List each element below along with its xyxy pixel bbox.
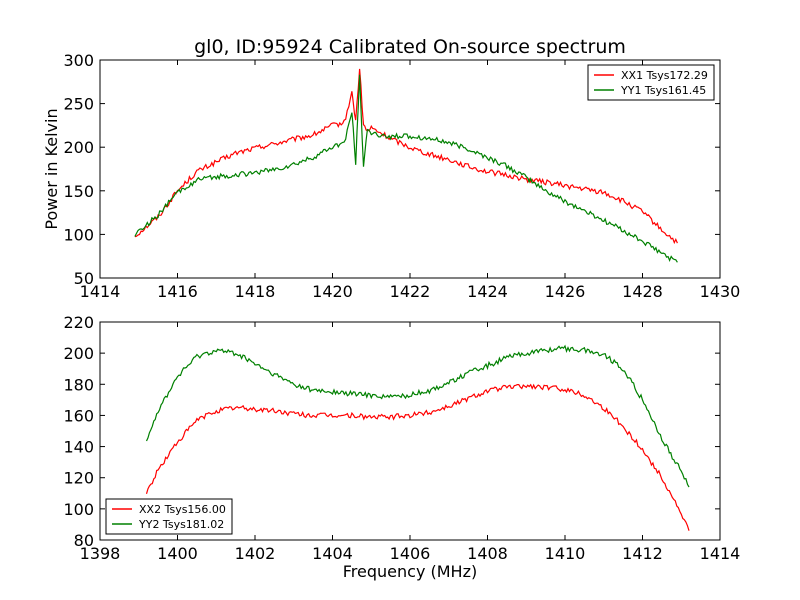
x-tick-label: 1404 [312, 544, 353, 563]
x-tick-label: 1400 [157, 544, 198, 563]
y-tick-label: 300 [63, 51, 94, 70]
x-tick-label: 1412 [622, 544, 663, 563]
y-tick-label: 140 [63, 438, 94, 457]
legend-label: XX1 Tsys172.29 [621, 69, 708, 82]
x-tick-label: 1406 [390, 544, 431, 563]
y-tick-label: 120 [63, 469, 94, 488]
y-tick-label: 160 [63, 406, 94, 425]
y-axis-label: Power in Kelvin [42, 108, 61, 229]
x-tick-label: 1408 [467, 544, 508, 563]
y-tick-label: 200 [63, 344, 94, 363]
chart-title: gl0, ID:95924 Calibrated On-source spect… [194, 36, 626, 58]
x-tick-label: 1428 [622, 282, 663, 301]
legend-box [587, 64, 715, 101]
y-tick-label: 200 [63, 138, 94, 157]
series-line-1 [145, 383, 690, 531]
y-tick-label: 100 [63, 500, 94, 519]
legend-label: XX2 Tsys156.00 [139, 503, 226, 516]
x-tick-label: 1420 [312, 282, 353, 301]
x-tick-label: 1426 [545, 282, 586, 301]
x-tick-label: 1402 [235, 544, 276, 563]
x-tick-label: 1424 [467, 282, 508, 301]
x-tick-label: 1414 [80, 282, 121, 301]
x-tick-label: 1418 [235, 282, 276, 301]
y-tick-label: 50 [74, 269, 94, 288]
y-tick-label: 220 [63, 313, 94, 332]
top-panel: 1414 1416 1418 1420 1422 1424 1426 1428 1430 50 10… [42, 51, 740, 301]
legend-label: YY2 Tsys181.02 [138, 518, 224, 531]
legend-box [105, 498, 233, 535]
x-axis-label: Frequency (MHz) [343, 562, 477, 581]
bottom-panel: 1398 1400 1402 1404 1406 1408 1410 1412 1414 80 10… [63, 313, 740, 581]
series-line-2 [134, 74, 678, 263]
y-tick-label: 150 [63, 182, 94, 201]
x-tick-label: 1398 [80, 544, 121, 563]
y-tick-label: 250 [63, 95, 94, 114]
y-tick-label: 80 [74, 531, 94, 550]
x-tick-label: 1410 [545, 544, 586, 563]
x-tick-label: 1414 [700, 544, 741, 563]
x-tick-label: 1416 [157, 282, 198, 301]
series-line-2 [145, 344, 690, 488]
legend-label: YY1 Tsys161.45 [620, 84, 706, 97]
y-tick-label: 100 [63, 225, 94, 244]
series-line-1 [134, 68, 678, 245]
x-tick-label: 1430 [700, 282, 741, 301]
y-tick-label: 180 [63, 375, 94, 394]
x-tick-label: 1422 [390, 282, 431, 301]
